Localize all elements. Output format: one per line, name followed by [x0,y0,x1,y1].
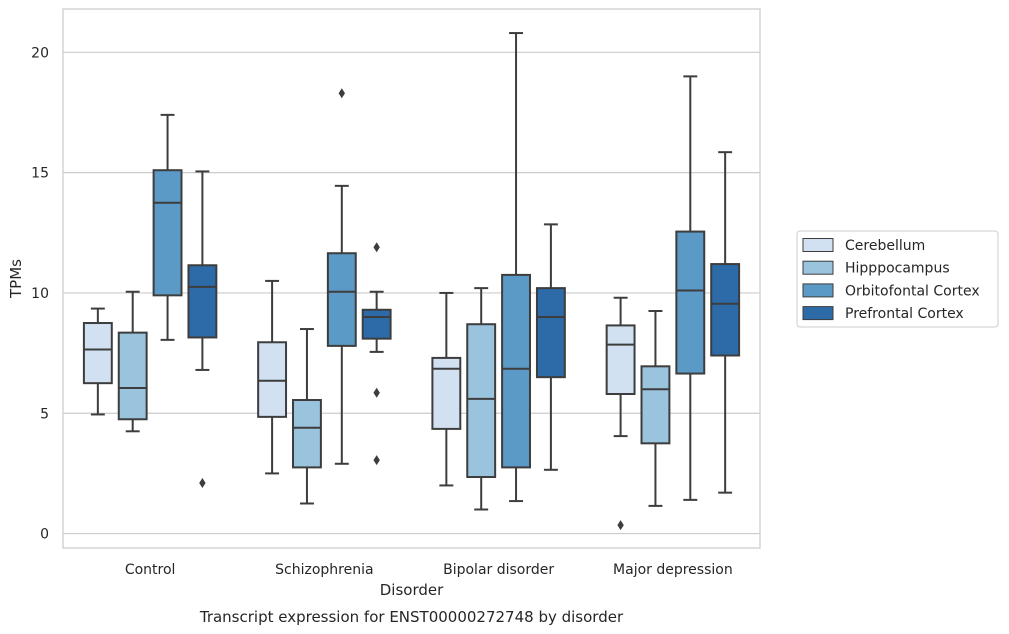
x-tick-label: Schizophrenia [275,562,373,578]
box [326,252,357,347]
box [640,365,671,445]
box-group [292,328,322,505]
legend-swatch [802,306,834,321]
box [152,169,183,297]
box-group [501,32,531,503]
outlier-point [199,478,206,489]
legend-item: Prefrontal Cortex [802,306,964,322]
box-group [82,307,113,416]
box [710,263,741,357]
chart-caption: Transcript expression for ENST0000027274… [199,608,624,626]
box [605,324,636,395]
outlier-point [373,455,380,466]
x-tick-label: Control [125,562,176,578]
box [117,331,148,421]
legend-label: Hipppocampus [845,261,950,277]
outlier-point [338,88,345,99]
box-group [257,279,288,475]
legend-label: Orbitofontal Cortex [845,283,980,299]
legend-label: Prefrontal Cortex [845,306,964,322]
y-tick-label: 10 [31,286,49,302]
x-tick-labels: Control Schizophrenia Bipolar disorder Majo… [125,562,733,578]
x-axis-label: Disorder [380,581,444,599]
legend-frame [796,230,999,328]
box-group [361,242,392,466]
box-group [675,75,706,501]
box-group [710,151,741,494]
y-tick-label: 20 [31,45,49,61]
box [535,287,566,379]
box [82,322,113,385]
box-group [187,170,218,489]
plot-area [62,8,761,549]
y-tick-label: 15 [31,166,49,182]
box [675,230,706,375]
y-tick-labels: 0 5 10 15 20 [31,45,49,542]
box-group [535,223,566,471]
legend: Cerebellum Hipppocampus Orbitofontal Corte… [796,230,999,328]
x-tick-label: Major depression [613,562,733,578]
y-tick-label: 5 [40,406,49,422]
box-plots [82,32,741,531]
legend-swatch [802,260,834,275]
outlier-point [373,242,380,253]
box [187,264,218,339]
box [431,356,462,430]
outlier-point [617,520,624,531]
y-tick-label: 0 [40,527,49,543]
legend-item: Hipppocampus [802,260,950,277]
box-group [117,290,148,433]
box-group [326,88,357,465]
box-group [640,309,671,507]
legend-item: Cerebellum [802,238,925,254]
box-group [152,113,183,341]
box [501,273,531,469]
box-group [466,287,497,511]
box [466,323,497,479]
legend-label: Cerebellum [845,238,925,254]
box [292,399,322,469]
box [257,341,288,418]
legend-item: Orbitofontal Cortex [802,283,980,299]
box-group [605,296,636,531]
legend-swatch [802,238,834,252]
box-group [431,291,462,487]
box [361,308,392,340]
x-tick-label: Bipolar disorder [443,562,554,578]
outlier-point [373,387,380,398]
legend-swatch [802,283,834,298]
y-axis-label: TPMs [7,259,25,299]
